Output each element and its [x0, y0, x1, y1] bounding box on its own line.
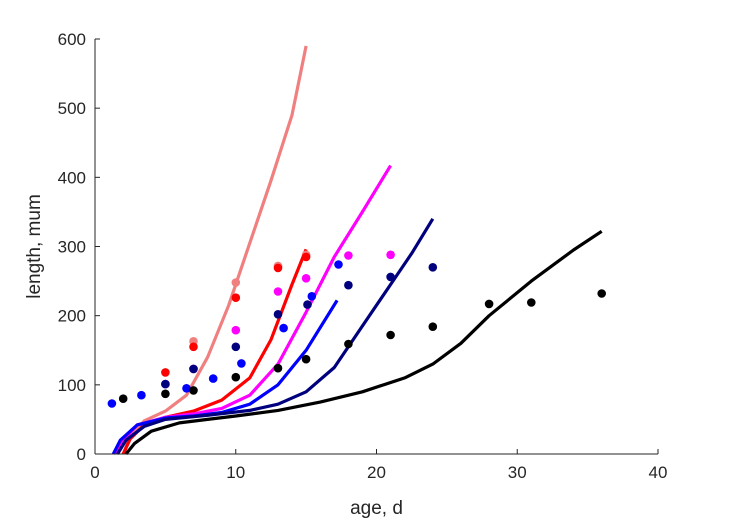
plot-area: [107, 45, 606, 456]
data-point-1: [273, 263, 283, 273]
data-point-0: [231, 278, 241, 287]
x-tick-label: 0: [90, 463, 99, 482]
data-point-2: [386, 250, 395, 260]
data-point-3: [137, 390, 146, 400]
data-point-1: [231, 293, 241, 303]
data-points: [107, 250, 606, 408]
model-curve-3: [111, 299, 339, 455]
data-point-2: [231, 325, 241, 335]
data-point-3: [182, 384, 191, 393]
data-point-5: [428, 322, 438, 332]
y-tick-label: 0: [77, 445, 86, 464]
data-point-4: [428, 263, 438, 272]
data-point-5: [189, 386, 198, 395]
data-point-3: [107, 399, 117, 408]
data-point-5: [484, 299, 494, 309]
data-point-5: [386, 330, 395, 340]
data-point-2: [273, 287, 283, 296]
x-axis-ticks: 0 10 20 30 40: [90, 449, 667, 482]
y-tick-label: 500: [58, 99, 86, 118]
data-point-4: [189, 364, 198, 374]
x-axis-label: age, d: [350, 498, 403, 519]
data-point-5: [344, 339, 353, 349]
data-point-4: [273, 310, 283, 319]
data-point-3: [208, 374, 218, 383]
data-point-1: [189, 342, 198, 352]
y-axis-ticks: 0 100 200 300 400 500 600: [58, 30, 100, 464]
data-point-4: [161, 379, 170, 389]
data-point-3: [279, 323, 288, 333]
data-point-4: [303, 300, 312, 309]
model-curve-4: [116, 217, 435, 455]
data-point-5: [301, 354, 311, 364]
data-point-3: [334, 260, 343, 269]
data-point-5: [231, 372, 241, 382]
y-tick-label: 300: [58, 238, 86, 257]
data-point-2: [301, 274, 311, 283]
x-tick-label: 30: [508, 463, 527, 482]
data-point-4: [231, 342, 241, 352]
data-point-2: [344, 251, 353, 260]
data-point-3: [237, 359, 246, 368]
data-point-1: [301, 252, 311, 262]
data-point-5: [597, 289, 606, 298]
model-curve-0: [121, 45, 308, 455]
data-point-5: [161, 389, 170, 399]
x-tick-label: 10: [226, 463, 245, 482]
data-point-3: [307, 292, 317, 301]
data-point-5: [527, 298, 536, 307]
y-tick-label: 200: [58, 307, 86, 326]
model-curves: [111, 45, 603, 456]
data-point-4: [344, 280, 353, 290]
data-point-4: [386, 272, 395, 282]
data-point-5: [118, 394, 128, 404]
y-tick-label: 600: [58, 30, 86, 49]
y-tick-label: 100: [58, 376, 86, 395]
x-tick-label: 20: [367, 463, 386, 482]
y-axis-label: length, mum: [24, 194, 45, 299]
y-tick-label: 400: [58, 168, 86, 187]
data-point-5: [273, 363, 283, 373]
model-curve-5: [124, 229, 603, 456]
data-point-1: [161, 368, 170, 377]
x-tick-label: 40: [649, 463, 668, 482]
